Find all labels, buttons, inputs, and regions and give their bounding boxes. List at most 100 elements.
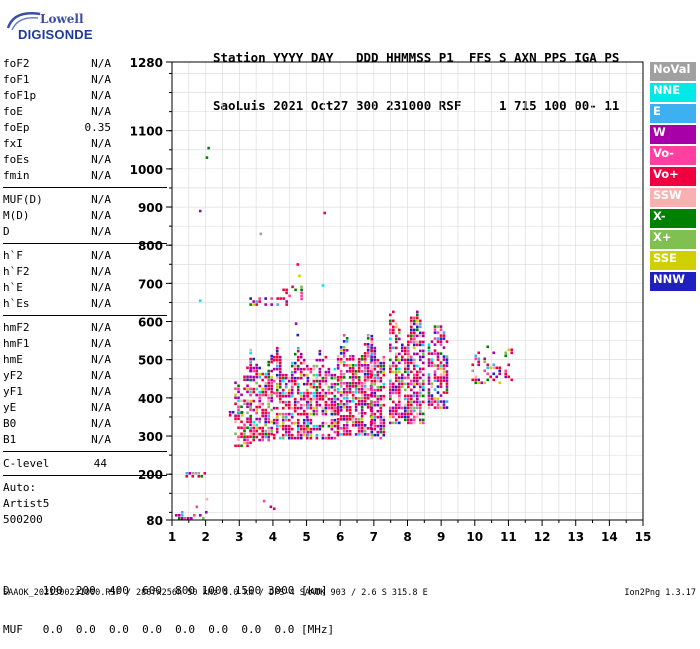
echo-point <box>293 436 297 440</box>
echo-point <box>388 337 392 341</box>
echo-point <box>252 429 255 433</box>
logo-text-lowell: Lowell <box>40 12 84 26</box>
echo-point <box>436 379 440 382</box>
echo-point <box>284 394 288 398</box>
echo-point <box>300 288 303 292</box>
echo-point <box>373 421 377 425</box>
legend-item-nnw: NNW <box>650 272 696 291</box>
echo-point <box>281 421 285 425</box>
echo-point <box>397 352 401 356</box>
echo-point <box>442 373 446 376</box>
echo-point <box>284 415 288 419</box>
echo-point <box>366 370 370 373</box>
echo-point <box>412 379 416 383</box>
echo-point <box>324 412 328 416</box>
echo-point <box>333 382 337 386</box>
echo-point <box>267 375 270 379</box>
echo-point <box>309 367 313 371</box>
echo-point <box>366 346 370 349</box>
echo-point <box>492 363 496 367</box>
echo-point <box>504 369 508 373</box>
echo-point <box>427 403 431 406</box>
echo-point <box>354 418 358 421</box>
echo-point <box>439 367 443 370</box>
legend-item-sse: SSE <box>650 251 696 270</box>
echo-point <box>246 402 249 406</box>
param-value: N/A <box>91 209 111 222</box>
param-value: N/A <box>91 137 111 150</box>
echo-point <box>373 391 377 395</box>
echo-point <box>284 424 288 428</box>
echo-point <box>287 424 291 428</box>
echo-point <box>360 433 364 436</box>
echo-point <box>249 414 252 418</box>
echo-point <box>278 373 282 377</box>
echo-point <box>258 384 261 388</box>
echo-point <box>296 346 300 350</box>
echo-point <box>275 418 279 422</box>
echo-point <box>312 391 316 395</box>
echo-point <box>436 397 440 400</box>
echo-point <box>427 376 431 379</box>
echo-point <box>360 397 364 400</box>
echo-point <box>302 412 306 416</box>
echo-point <box>433 406 437 409</box>
echo-point <box>370 382 374 386</box>
echo-point <box>240 420 243 424</box>
echo-point <box>427 394 431 397</box>
echo-point <box>234 387 237 391</box>
echo-point <box>397 331 401 335</box>
echo-point <box>397 337 401 341</box>
echo-point <box>409 322 413 326</box>
echo-point <box>339 418 343 421</box>
echo-point <box>382 361 386 365</box>
echo-point <box>360 412 364 415</box>
echo-point <box>360 385 364 388</box>
legend-item-e: E <box>650 104 696 123</box>
echo-point <box>412 322 416 326</box>
echo-point <box>327 433 331 437</box>
echo-point <box>388 346 392 350</box>
echo-point <box>197 475 201 478</box>
echo-point <box>324 391 328 395</box>
echo-point <box>379 406 383 410</box>
echo-point <box>321 421 325 425</box>
x-tick-label: 10 <box>466 530 483 544</box>
echo-point <box>388 397 392 401</box>
echo-point <box>339 409 343 412</box>
echo-point <box>312 394 316 398</box>
echo-point <box>391 412 395 416</box>
echo-point <box>394 403 398 407</box>
echo-point <box>391 385 395 389</box>
echo-point <box>272 418 276 422</box>
echo-point <box>421 418 425 422</box>
echo-point <box>305 388 309 392</box>
y-tick-label: 400 <box>138 392 163 406</box>
echo-point <box>351 370 355 373</box>
echo-point <box>403 358 407 362</box>
echo-point <box>418 322 422 326</box>
echo-point <box>360 391 364 394</box>
echo-point <box>249 378 252 382</box>
echo-point <box>388 409 392 413</box>
echo-point <box>324 370 328 374</box>
echo-point <box>433 343 437 346</box>
echo-point <box>403 376 407 380</box>
echo-point <box>306 421 310 425</box>
echo-point <box>348 370 352 373</box>
echo-point <box>255 411 258 415</box>
echo-point <box>357 370 361 373</box>
echo-point <box>409 361 413 365</box>
echo-point <box>439 394 443 397</box>
echo-point <box>348 382 352 385</box>
echo-point <box>243 387 246 391</box>
param-name: h`E <box>3 281 23 294</box>
echo-point <box>373 355 377 359</box>
echo-point <box>293 364 297 368</box>
echo-point <box>351 379 355 382</box>
echo-point <box>287 412 291 416</box>
echo-point <box>415 340 419 344</box>
echo-point <box>418 406 422 410</box>
echo-point <box>287 403 291 407</box>
echo-point <box>379 376 383 380</box>
